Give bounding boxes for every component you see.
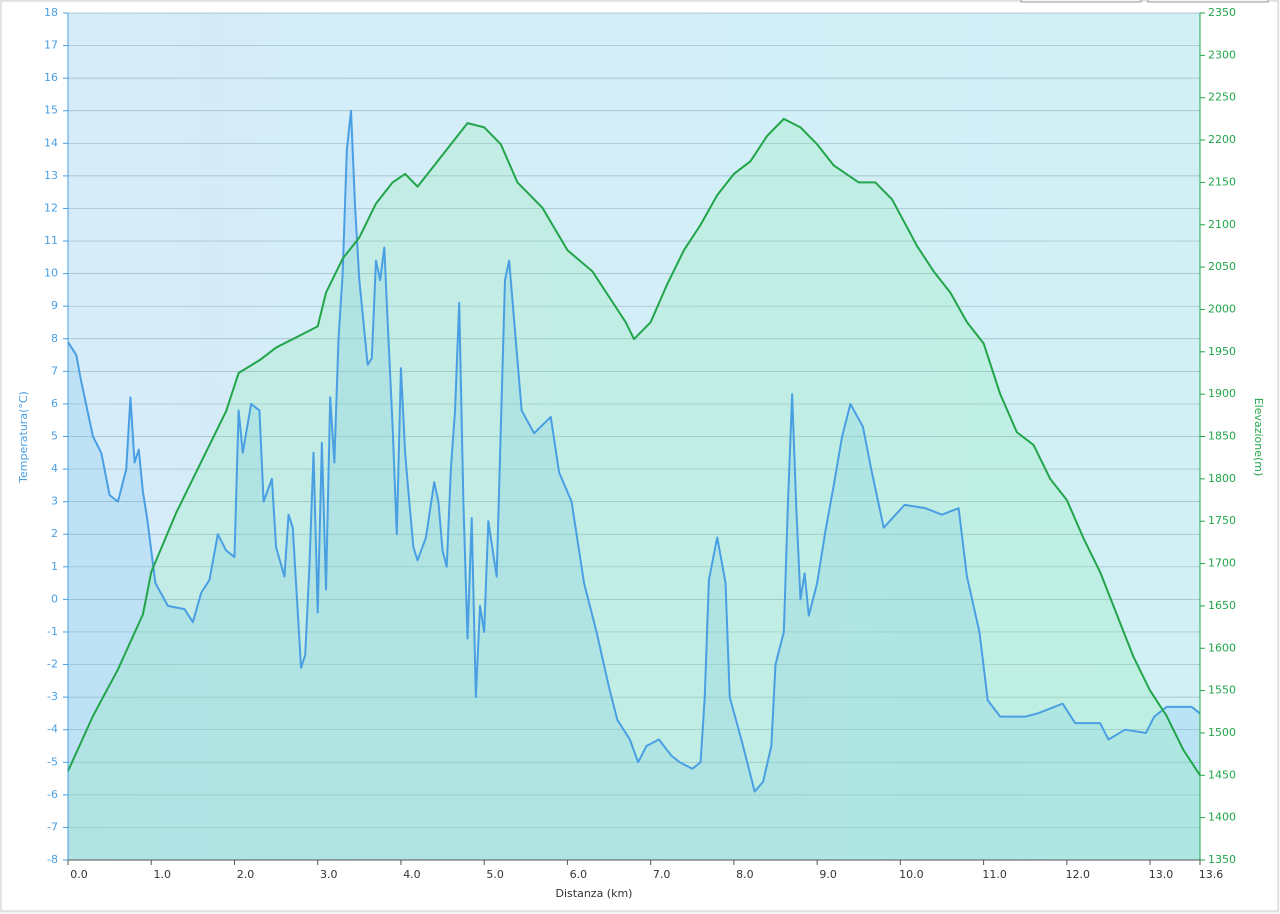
y-tick-label: 13: [44, 169, 58, 182]
y2-tick-label: 2150: [1208, 175, 1236, 188]
x-tick-label: 4.0: [403, 868, 421, 881]
x-tick-label: 3.0: [320, 868, 338, 881]
x-axis-label: Distanza (km): [556, 887, 633, 900]
y-tick-label: 5: [51, 430, 58, 443]
y2-tick-label: 2000: [1208, 302, 1236, 315]
x-tick-label: 6.0: [570, 868, 588, 881]
y2-tick-label: 2350: [1208, 6, 1236, 19]
x-tick-label: 11.0: [982, 868, 1007, 881]
y-tick-label: 10: [44, 267, 58, 280]
y2-tick-label: 2250: [1208, 91, 1236, 104]
y-tick-label: 4: [51, 462, 58, 475]
y-tick-label: 16: [44, 71, 58, 84]
y2-tick-label: 1500: [1208, 726, 1236, 739]
y2-tick-label: 1950: [1208, 345, 1236, 358]
y2-tick-label: 1550: [1208, 684, 1236, 697]
y-tick-label: 18: [44, 6, 58, 19]
y-axis-label: Temperatura(°C): [17, 391, 30, 484]
x-tick-label: 2.0: [237, 868, 255, 881]
x-tick-label: 13.0: [1149, 868, 1174, 881]
y-tick-label: -4: [47, 723, 58, 736]
y2-tick-label: 1450: [1208, 768, 1236, 781]
x-tick-label: 9.0: [819, 868, 837, 881]
y-tick-label: -2: [47, 658, 58, 671]
y-tick-label: -5: [47, 755, 58, 768]
y-tick-label: -8: [47, 853, 58, 866]
y2-tick-label: 2100: [1208, 218, 1236, 231]
y2-axis-label: Elevazione(m): [1252, 398, 1265, 477]
y-tick-label: 2: [51, 527, 58, 540]
y2-tick-label: 1900: [1208, 387, 1236, 400]
y-tick-label: -7: [47, 820, 58, 833]
button[interactable]: [1020, 0, 1142, 3]
x-tick-label: 1.0: [153, 868, 171, 881]
y-tick-label: 12: [44, 201, 58, 214]
y-tick-label: -6: [47, 788, 58, 801]
y-tick-label: 6: [51, 397, 58, 410]
x-tick-label: 10.0: [899, 868, 924, 881]
y-tick-label: 11: [44, 234, 58, 247]
x-tick-label: 0.0: [70, 868, 88, 881]
y-tick-label: -1: [47, 625, 58, 638]
area: [68, 110, 1200, 860]
y-tick-label: 3: [51, 495, 58, 508]
y-tick-label: 17: [44, 39, 58, 52]
x-tick-label: 13.6: [1199, 868, 1224, 881]
y2-tick-label: 2200: [1208, 133, 1236, 146]
line: [67, 109, 1201, 793]
y2-tick-label: 1350: [1208, 853, 1236, 866]
line: [67, 117, 1201, 776]
x-tick-label: 7.0: [653, 868, 671, 881]
y-tick-label: 14: [44, 136, 58, 149]
y-tick-label: 15: [44, 104, 58, 117]
y-tick-label: 7: [51, 364, 58, 377]
y-tick-label: 8: [51, 332, 58, 345]
y-tick-label: 9: [51, 299, 58, 312]
y2-tick-label: 1750: [1208, 514, 1236, 527]
y-tick-label: 0: [51, 592, 58, 605]
y-tick-label: -3: [47, 690, 58, 703]
y-tick-label: 1: [51, 560, 58, 573]
y2-tick-label: 2050: [1208, 260, 1236, 273]
button[interactable]: [1147, 0, 1269, 3]
x-tick-label: 8.0: [736, 868, 754, 881]
y2-tick-label: 2300: [1208, 48, 1236, 61]
y2-tick-label: 1800: [1208, 472, 1236, 485]
x-tick-label: 12.0: [1066, 868, 1091, 881]
y2-tick-label: 1850: [1208, 430, 1236, 443]
y2-tick-label: 1650: [1208, 599, 1236, 612]
area: [68, 118, 1200, 860]
y2-tick-label: 1400: [1208, 811, 1236, 824]
y2-tick-label: 1600: [1208, 641, 1236, 654]
x-tick-label: 5.0: [486, 868, 504, 881]
y2-tick-label: 1700: [1208, 557, 1236, 570]
